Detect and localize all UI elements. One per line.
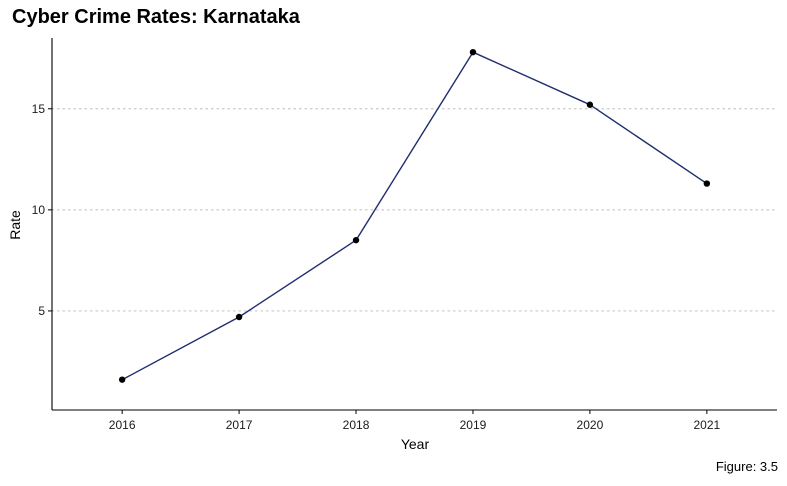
y-axis-title: Rate	[7, 210, 23, 240]
data-point	[235, 313, 243, 321]
data-series	[118, 48, 711, 383]
data-point	[118, 376, 126, 383]
data-point	[469, 48, 477, 56]
y-tick-label: 15	[32, 102, 46, 116]
x-tick-label: 2019	[460, 418, 487, 432]
x-tick-label: 2016	[109, 418, 136, 432]
y-tick-label: 10	[32, 203, 46, 217]
data-point	[352, 236, 360, 244]
figure-caption: Figure: 3.5	[715, 459, 778, 474]
data-point	[703, 180, 711, 187]
x-tick-label: 2017	[226, 418, 253, 432]
data-point	[586, 101, 594, 108]
x-tick-label: 2021	[693, 418, 720, 432]
x-axis-title: Year	[401, 436, 430, 452]
x-tick-label: 2020	[577, 418, 604, 432]
axes: 5 10 15 2016 2017 2018 2019 2020 2021	[32, 38, 777, 432]
y-tick-label: 5	[38, 304, 45, 318]
x-tick-label: 2018	[343, 418, 370, 432]
gridlines	[51, 108, 778, 312]
chart-title: Cyber Crime Rates: Karnataka	[12, 6, 300, 28]
series-line	[121, 51, 708, 381]
